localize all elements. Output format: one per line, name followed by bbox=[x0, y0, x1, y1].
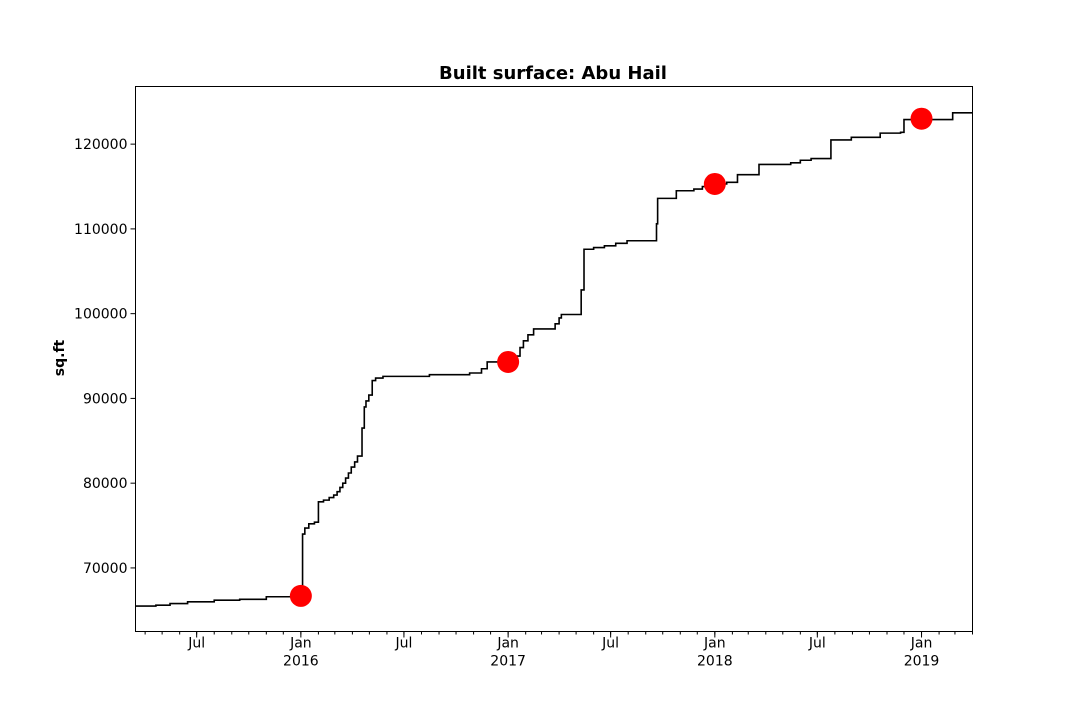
data-point-marker bbox=[703, 172, 726, 195]
x-tick-label: Jul bbox=[187, 636, 205, 652]
x-tick-year-label: 2016 bbox=[283, 654, 319, 670]
y-tick-label: 80000 bbox=[83, 476, 128, 492]
chart-title: Built surface: Abu Hail bbox=[439, 63, 667, 84]
x-tick-label: Jul bbox=[808, 636, 826, 652]
x-tick-year-label: 2017 bbox=[490, 654, 526, 670]
axes: 70000 80000 90000 100000 110000 120000 Jul Jan 2… bbox=[74, 137, 973, 670]
x-tick-label: Jan bbox=[910, 636, 933, 652]
x-tick-label: Jul bbox=[394, 636, 412, 652]
x-tick-label: Jul bbox=[601, 636, 619, 652]
y-tick-label: 120000 bbox=[74, 137, 127, 153]
y-tick-label: 70000 bbox=[83, 561, 128, 577]
plot-area bbox=[135, 107, 973, 607]
x-tick-label: Jan bbox=[496, 636, 519, 652]
x-tick-label: Jan bbox=[289, 636, 312, 652]
y-tick-label: 100000 bbox=[74, 307, 127, 323]
data-point-marker bbox=[910, 107, 933, 130]
series-line bbox=[135, 111, 973, 607]
data-point-marker bbox=[497, 350, 520, 373]
data-point-marker bbox=[289, 584, 312, 607]
y-tick-label: 90000 bbox=[83, 391, 128, 407]
x-tick-year-label: 2018 bbox=[697, 654, 733, 670]
x-tick-label: Jan bbox=[703, 636, 726, 652]
y-tick-label: 110000 bbox=[74, 222, 127, 238]
x-tick-year-label: 2019 bbox=[904, 654, 940, 670]
y-axis-label: sq.ft bbox=[52, 339, 68, 376]
plot-frame bbox=[135, 86, 973, 632]
